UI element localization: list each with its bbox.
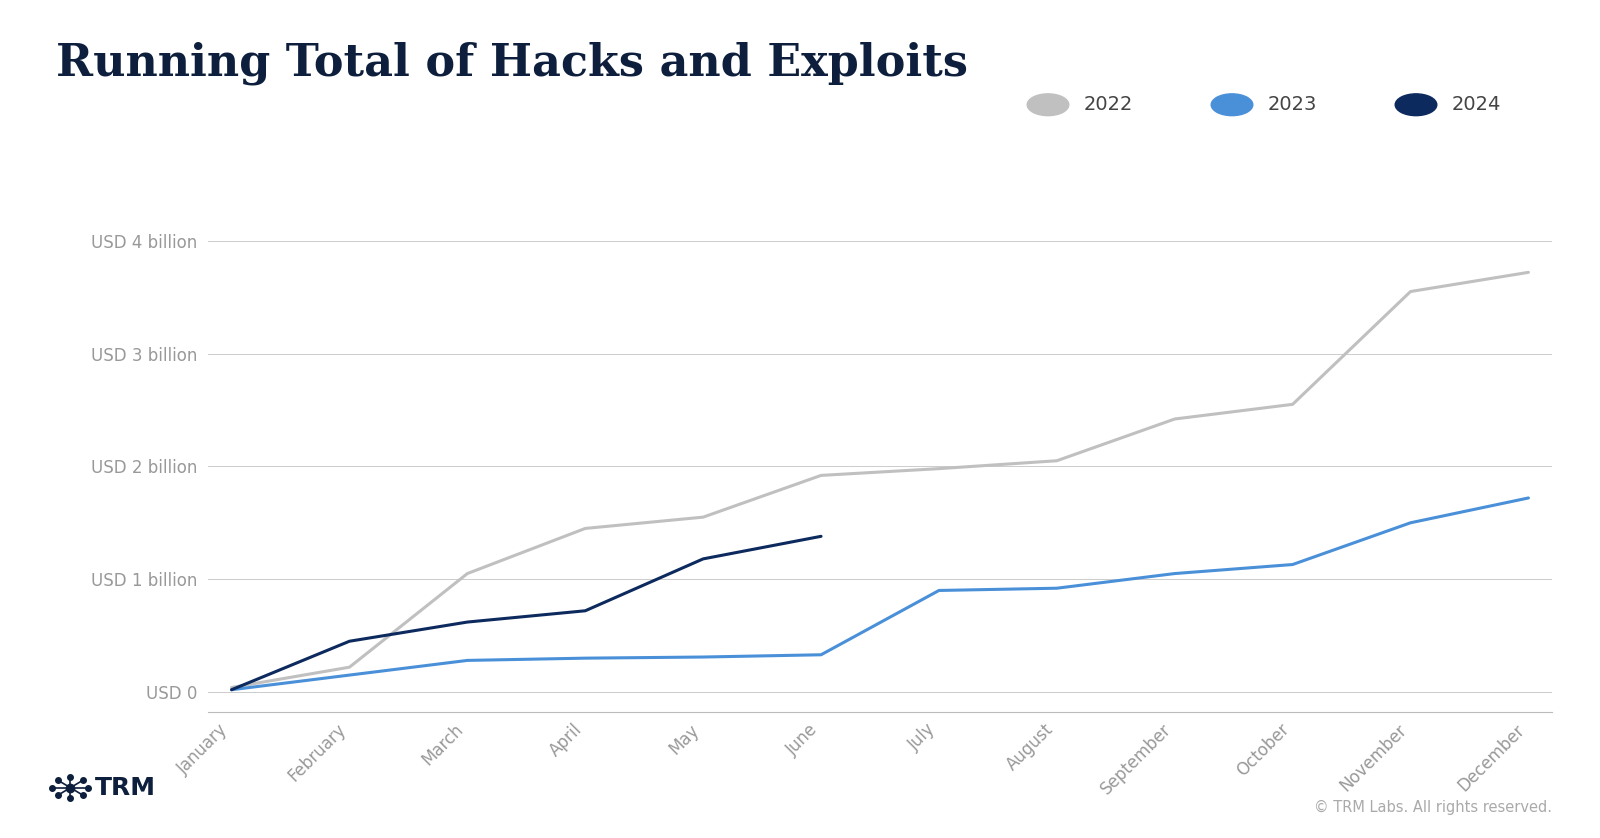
Text: 2022: 2022 <box>1083 96 1133 114</box>
Text: 2024: 2024 <box>1451 96 1501 114</box>
Text: © TRM Labs. All rights reserved.: © TRM Labs. All rights reserved. <box>1314 799 1552 815</box>
Text: 2023: 2023 <box>1267 96 1317 114</box>
Text: Running Total of Hacks and Exploits: Running Total of Hacks and Exploits <box>56 42 968 85</box>
Text: TRM: TRM <box>94 776 157 799</box>
